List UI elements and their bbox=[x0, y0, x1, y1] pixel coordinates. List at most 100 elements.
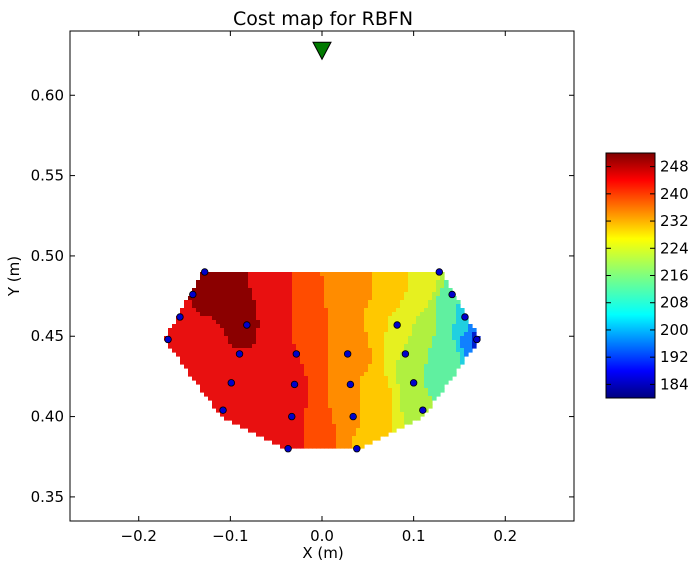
heatmap-cell bbox=[396, 328, 401, 333]
heatmap-cell bbox=[344, 364, 349, 369]
heatmap-cell bbox=[356, 372, 361, 377]
heatmap-cell bbox=[312, 416, 317, 421]
heatmap-cell bbox=[224, 336, 229, 341]
heatmap-cell bbox=[304, 292, 309, 297]
heatmap-cell bbox=[436, 296, 441, 301]
heatmap-cell bbox=[444, 344, 449, 349]
heatmap-cell bbox=[392, 392, 397, 397]
heatmap-cell bbox=[344, 444, 349, 449]
heatmap-cell bbox=[328, 432, 333, 437]
heatmap-cell bbox=[328, 332, 333, 337]
heatmap-cell bbox=[384, 360, 389, 365]
heatmap-cell bbox=[332, 408, 337, 413]
heatmap-cell bbox=[332, 312, 337, 317]
heatmap-cell bbox=[304, 312, 309, 317]
heatmap-cell bbox=[220, 356, 225, 361]
heatmap-cell bbox=[216, 272, 221, 277]
heatmap-cell bbox=[204, 312, 209, 317]
heatmap-cell bbox=[316, 396, 321, 401]
heatmap-cell bbox=[312, 272, 317, 277]
heatmap-cell bbox=[348, 296, 353, 301]
heatmap-cell bbox=[408, 284, 413, 289]
heatmap-cell bbox=[320, 364, 325, 369]
heatmap-cell bbox=[440, 380, 445, 385]
heatmap-cell bbox=[460, 312, 465, 317]
sample-point bbox=[448, 290, 456, 299]
heatmap-cell bbox=[328, 292, 333, 297]
heatmap-cell bbox=[224, 316, 229, 321]
heatmap-cell bbox=[212, 376, 217, 381]
heatmap-cell bbox=[320, 320, 325, 325]
heatmap-cell bbox=[400, 300, 405, 305]
heatmap-cell bbox=[356, 300, 361, 305]
heatmap-cell bbox=[272, 340, 277, 345]
heatmap-cell bbox=[372, 396, 377, 401]
heatmap-cell bbox=[288, 340, 293, 345]
heatmap-cell bbox=[412, 364, 417, 369]
heatmap-cell bbox=[416, 356, 421, 361]
heatmap-cell bbox=[276, 284, 281, 289]
heatmap-cell bbox=[212, 304, 217, 309]
heatmap-cell bbox=[224, 328, 229, 333]
heatmap-cell bbox=[284, 400, 289, 405]
heatmap-cell bbox=[316, 312, 321, 317]
heatmap-cell bbox=[348, 368, 353, 373]
heatmap-cell bbox=[360, 352, 365, 357]
heatmap-cell bbox=[452, 364, 457, 369]
heatmap-cell bbox=[412, 336, 417, 341]
heatmap-cell bbox=[408, 292, 413, 297]
heatmap-cell bbox=[336, 408, 341, 413]
heatmap-cell bbox=[384, 320, 389, 325]
heatmap-cell bbox=[192, 340, 197, 345]
heatmap-cell bbox=[312, 440, 317, 445]
heatmap-cell bbox=[424, 376, 429, 381]
heatmap-cell bbox=[288, 428, 293, 433]
heatmap-cell bbox=[176, 328, 181, 333]
heatmap-cell bbox=[312, 364, 317, 369]
heatmap-cell bbox=[264, 352, 269, 357]
heatmap-cell bbox=[236, 308, 241, 313]
heatmap-cell bbox=[432, 380, 437, 385]
heatmap-cell bbox=[344, 380, 349, 385]
heatmap-cell bbox=[356, 368, 361, 373]
heatmap-cell bbox=[380, 308, 385, 313]
heatmap-cell bbox=[440, 368, 445, 373]
heatmap-cell bbox=[360, 328, 365, 333]
heatmap-cell bbox=[384, 300, 389, 305]
heatmap-cell bbox=[420, 368, 425, 373]
heatmap-cell bbox=[252, 428, 257, 433]
heatmap-cell bbox=[352, 296, 357, 301]
heatmap-cell bbox=[420, 308, 425, 313]
heatmap-cell bbox=[304, 396, 309, 401]
heatmap-cell bbox=[288, 304, 293, 309]
heatmap-cell bbox=[412, 396, 417, 401]
heatmap-cell bbox=[308, 364, 313, 369]
heatmap-cell bbox=[340, 428, 345, 433]
heatmap-cell bbox=[292, 432, 297, 437]
sample-point bbox=[243, 321, 251, 329]
heatmap-cell bbox=[328, 336, 333, 341]
heatmap-cell bbox=[396, 400, 401, 405]
heatmap-cell bbox=[348, 388, 353, 393]
heatmap-cell bbox=[432, 388, 437, 393]
heatmap-cell bbox=[372, 280, 377, 285]
heatmap-cell bbox=[176, 332, 181, 337]
heatmap-cell bbox=[288, 376, 293, 381]
heatmap-cell bbox=[424, 380, 429, 385]
heatmap-cell bbox=[260, 284, 265, 289]
heatmap-cell bbox=[224, 320, 229, 325]
heatmap-cell bbox=[228, 360, 233, 365]
heatmap-cell bbox=[400, 392, 405, 397]
heatmap-cell bbox=[272, 276, 277, 281]
heatmap-cell bbox=[240, 340, 245, 345]
heatmap-cell bbox=[360, 284, 365, 289]
heatmap-cell bbox=[232, 292, 237, 297]
heatmap-cell bbox=[296, 436, 301, 441]
heatmap-cell bbox=[324, 372, 329, 377]
heatmap-cell bbox=[192, 300, 197, 305]
heatmap-cell bbox=[412, 300, 417, 305]
heatmap-cell bbox=[200, 320, 205, 325]
heatmap-cell bbox=[432, 364, 437, 369]
heatmap-cell bbox=[172, 348, 177, 353]
